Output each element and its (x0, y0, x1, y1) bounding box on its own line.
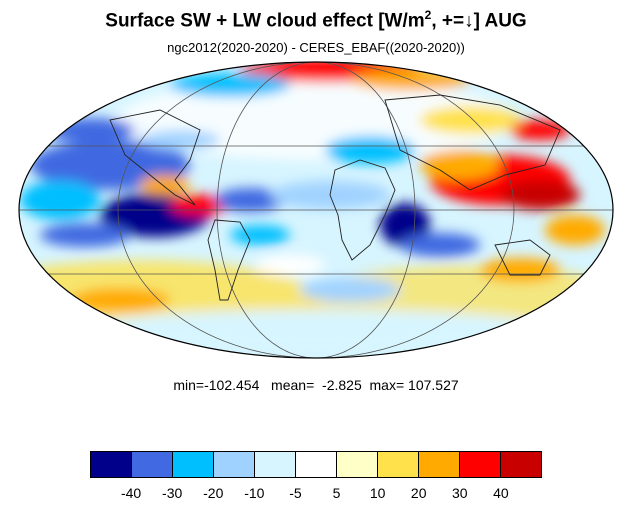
graticule (19, 62, 613, 358)
colorbar-labels: -40 -30 -20 -10 -5 5 10 20 30 40 (0, 485, 632, 503)
mollweide-map (18, 61, 614, 359)
colorbar-box (173, 452, 214, 477)
colorbar (90, 451, 542, 478)
colorbar-box (132, 452, 173, 477)
statistics: min=-102.454 mean= -2.825 max= 107.527 (173, 377, 459, 393)
map-field (19, 62, 613, 358)
colorbar-box (337, 452, 378, 477)
colorbar-label: -5 (289, 485, 302, 501)
colorbar-box (419, 452, 460, 477)
colorbar-box (214, 452, 255, 477)
coastlines (109, 94, 561, 301)
colorbar-label: 30 (452, 485, 468, 501)
colorbar-label: -40 (120, 485, 142, 501)
colorbar-box (501, 452, 541, 477)
plot-subtitle: ngc2012(2020-2020) - CERES_EBAF((2020-20… (167, 40, 465, 55)
colorbar-box (378, 452, 419, 477)
colorbar-box (255, 452, 296, 477)
colorbar-box (460, 452, 501, 477)
colorbar-label: -10 (244, 485, 265, 501)
plot-title: Surface SW + LW cloud effect [W/m2, +=↓]… (105, 8, 527, 32)
colorbar-label: 10 (369, 485, 386, 501)
colorbar-label: 40 (493, 485, 509, 501)
map-border (18, 61, 614, 359)
colorbar-label: 5 (332, 485, 341, 501)
colorbar-box (296, 452, 337, 477)
colorbar-box (91, 452, 132, 477)
colorbar-label: 20 (410, 485, 427, 501)
colorbar-label: -20 (203, 485, 224, 501)
colorbar-label: -30 (162, 485, 183, 501)
